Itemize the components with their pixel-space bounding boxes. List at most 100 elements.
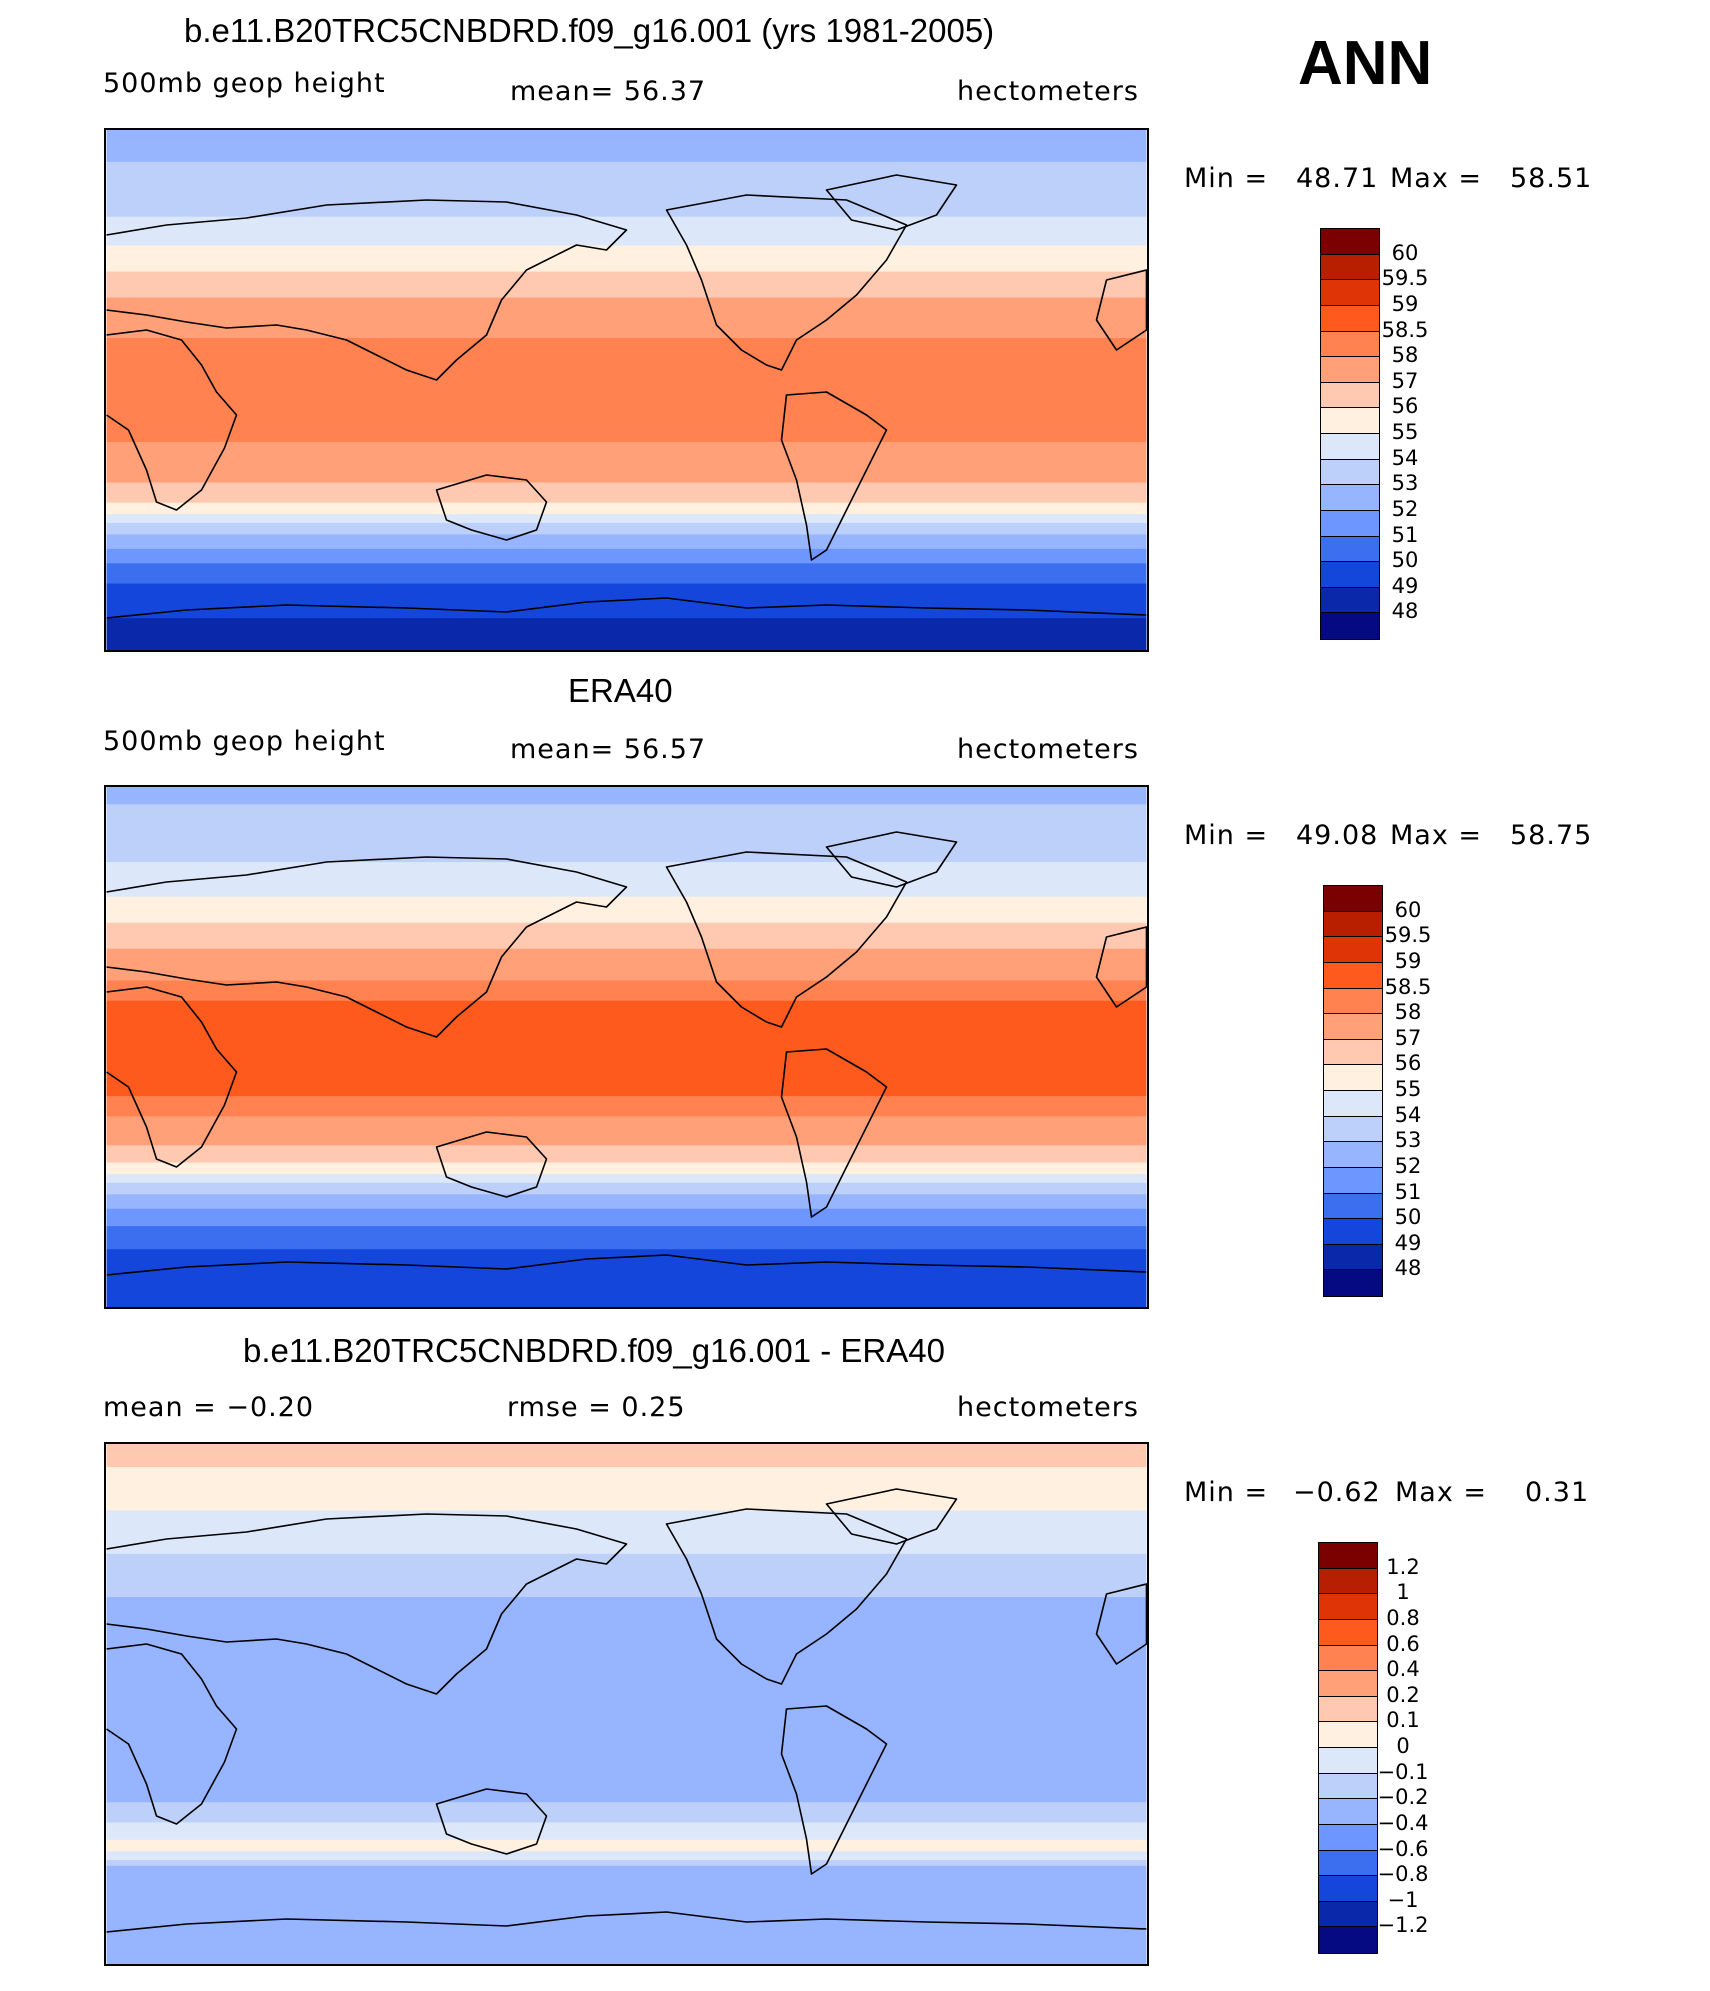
contour-band bbox=[106, 283, 1147, 287]
contour-band bbox=[106, 225, 1147, 229]
contour-band bbox=[106, 928, 1147, 933]
contour-band bbox=[106, 1188, 1147, 1193]
contour-band bbox=[106, 1237, 1147, 1242]
contour-band bbox=[106, 974, 1147, 979]
panel3-center-label: rmse = 0.25 bbox=[507, 1392, 686, 1423]
colorbar-level-label: 52 bbox=[1394, 1153, 1422, 1178]
contour-band bbox=[106, 1932, 1147, 1936]
contour-band bbox=[106, 1675, 1147, 1679]
contour-band bbox=[106, 1701, 1147, 1705]
contour-band bbox=[106, 176, 1147, 180]
contour-band bbox=[106, 436, 1147, 440]
contour-band bbox=[106, 1289, 1147, 1294]
contour-band bbox=[106, 231, 1147, 235]
contour-band bbox=[106, 1721, 1147, 1725]
contour-band bbox=[106, 1055, 1147, 1060]
contour-band bbox=[106, 1646, 1147, 1650]
colorbar-swatch bbox=[1321, 408, 1379, 434]
contour-band bbox=[106, 1617, 1147, 1621]
contour-band bbox=[106, 818, 1147, 823]
contour-band bbox=[106, 366, 1147, 371]
contour-band bbox=[106, 1640, 1147, 1644]
contour-band bbox=[106, 865, 1147, 869]
panel1-left-label: 500mb geop height bbox=[103, 68, 386, 99]
colorbar-level-label: −1.2 bbox=[1377, 1913, 1429, 1938]
contour-band bbox=[106, 850, 1147, 855]
contour-band bbox=[106, 951, 1147, 956]
coastline bbox=[825, 174, 958, 231]
contour-band bbox=[106, 966, 1147, 970]
contour-band bbox=[106, 317, 1147, 322]
panel3-min-value: −0.62 bbox=[1293, 1477, 1381, 1508]
panel3-min-label: Min = bbox=[1184, 1477, 1269, 1508]
contour-band bbox=[106, 595, 1147, 599]
contour-band bbox=[106, 184, 1147, 189]
contour-band bbox=[106, 1813, 1147, 1818]
contour-band bbox=[106, 153, 1147, 157]
contour-band bbox=[106, 1142, 1147, 1146]
panel1-map bbox=[104, 128, 1149, 652]
contour-band bbox=[106, 1880, 1147, 1884]
contour-band bbox=[106, 1799, 1147, 1803]
contour-band bbox=[106, 528, 1147, 533]
contour-band bbox=[106, 390, 1147, 394]
contour-band bbox=[106, 1125, 1147, 1129]
contour-band bbox=[106, 1151, 1147, 1155]
contour-band bbox=[106, 173, 1147, 177]
contour-band bbox=[106, 219, 1147, 224]
colorbar-swatch bbox=[1324, 1091, 1382, 1117]
contour-band bbox=[106, 563, 1147, 567]
contour-band bbox=[106, 1854, 1147, 1858]
contour-band bbox=[106, 1122, 1147, 1126]
contour-band bbox=[106, 1191, 1147, 1195]
contour-band bbox=[106, 600, 1147, 605]
contour-band bbox=[106, 1582, 1147, 1587]
colorbar-swatch bbox=[1319, 1850, 1377, 1877]
colorbar-swatch bbox=[1319, 1748, 1377, 1774]
colorbar-swatch bbox=[1324, 1116, 1382, 1143]
contour-band bbox=[106, 1493, 1147, 1497]
coastline bbox=[665, 1508, 908, 1685]
colorbar-swatch bbox=[1321, 536, 1379, 563]
contour-band bbox=[106, 810, 1147, 814]
contour-band bbox=[106, 286, 1147, 290]
contour-band bbox=[106, 525, 1147, 530]
contour-band bbox=[106, 164, 1147, 169]
contour-band bbox=[106, 1084, 1147, 1089]
contour-band bbox=[106, 280, 1147, 284]
contour-band bbox=[106, 1449, 1147, 1454]
contour-band bbox=[106, 537, 1147, 541]
contour-band bbox=[106, 1162, 1147, 1167]
colorbar-level-label: 0.4 bbox=[1386, 1657, 1420, 1682]
contour-band bbox=[106, 1600, 1147, 1604]
contour-band bbox=[106, 1874, 1147, 1878]
contour-band bbox=[106, 862, 1147, 866]
contour-band bbox=[106, 1637, 1147, 1642]
contour-band bbox=[106, 369, 1147, 374]
contour-band bbox=[106, 1266, 1147, 1271]
contour-band bbox=[106, 969, 1147, 973]
contour-band bbox=[106, 236, 1147, 241]
colorbar-level-label: −0.2 bbox=[1377, 1785, 1429, 1810]
contour-band bbox=[106, 511, 1147, 515]
contour-band bbox=[106, 1571, 1147, 1575]
contour-band bbox=[106, 150, 1147, 154]
contour-band bbox=[106, 1727, 1147, 1731]
contour-band bbox=[106, 1643, 1147, 1647]
contour-band bbox=[106, 190, 1147, 195]
contour-band bbox=[106, 586, 1147, 590]
contour-band bbox=[106, 260, 1147, 264]
contour-band bbox=[106, 1452, 1147, 1457]
contour-band bbox=[106, 1585, 1147, 1590]
contour-band bbox=[106, 1550, 1147, 1555]
contour-band bbox=[106, 346, 1147, 351]
contour-band bbox=[106, 1461, 1147, 1465]
contour-band bbox=[106, 574, 1147, 579]
contour-band bbox=[106, 1773, 1147, 1777]
contour-band bbox=[106, 265, 1147, 270]
contour-band bbox=[106, 1487, 1147, 1491]
panel2-max-label: Max = bbox=[1390, 820, 1483, 851]
colorbar-level-label: 59 bbox=[1391, 291, 1419, 316]
contour-band bbox=[106, 1565, 1147, 1569]
contour-band bbox=[106, 392, 1147, 397]
